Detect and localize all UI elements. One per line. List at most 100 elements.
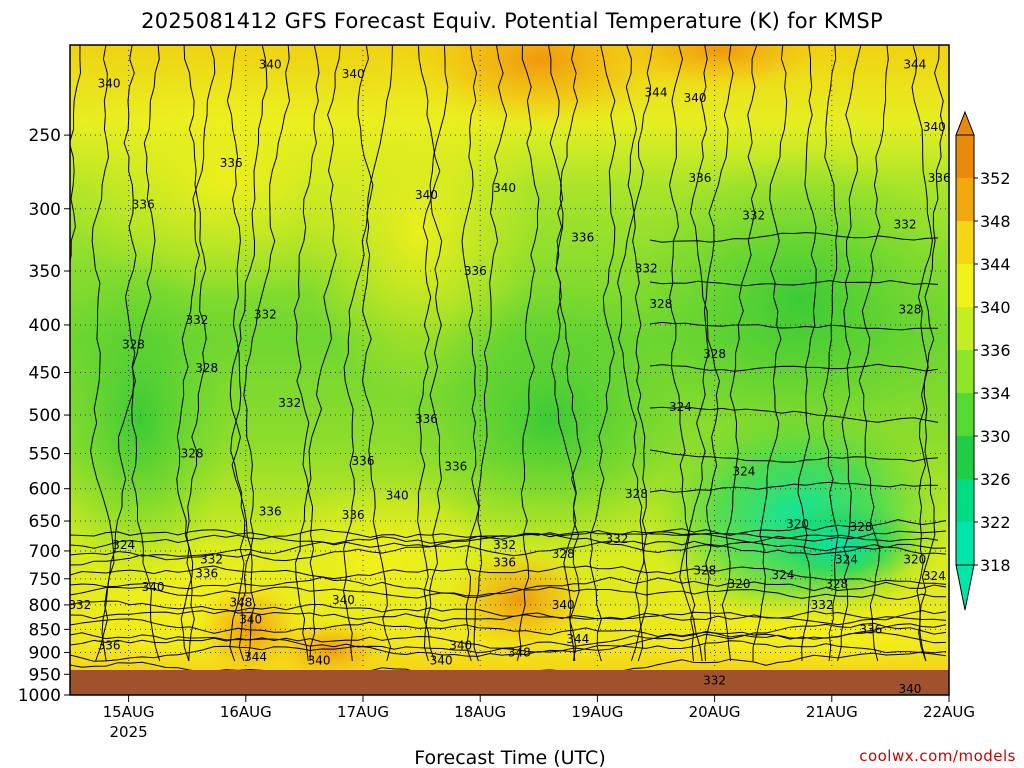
contour-line: [70, 618, 947, 640]
contour-label: 344: [903, 58, 926, 72]
contour-label: 324: [669, 400, 692, 414]
y-tick-label: 550: [29, 445, 61, 465]
contour-label: 336: [444, 460, 467, 474]
contour-label: 328: [649, 297, 672, 311]
contour-label: 324: [923, 569, 946, 583]
contour-label: 340: [259, 58, 282, 72]
y-tick-label: 650: [29, 512, 61, 532]
contour-label: 328: [825, 577, 848, 591]
contour-label: 324: [732, 465, 755, 479]
colorbar-segment: [956, 350, 974, 393]
contour-label: 328: [552, 547, 575, 561]
contour-line: [243, 45, 291, 662]
contour-label: 328: [625, 487, 648, 501]
contour-label: 328: [850, 520, 873, 534]
contour-label: 340: [308, 653, 331, 667]
contour-line: [342, 45, 393, 662]
contour-line: [668, 45, 696, 662]
contour-label: 340: [430, 653, 453, 667]
y-tick-label: 850: [29, 620, 61, 640]
contour-label: 328: [122, 338, 145, 352]
colorbar-segment: [956, 436, 974, 479]
contour-line: [679, 45, 734, 662]
contour-line: [858, 45, 889, 662]
contour-line: [797, 45, 817, 662]
colorbar-label: 330: [980, 427, 1011, 446]
contour-line: [837, 45, 862, 662]
x-tick-sublabel: 2025: [110, 723, 148, 741]
contour-line: [417, 45, 449, 662]
contour-label: 336: [98, 639, 121, 653]
contour-line: [649, 232, 939, 243]
y-tick-label: 750: [29, 570, 61, 590]
contour-line: [548, 45, 580, 662]
ground-below-surface: [70, 670, 949, 695]
field-warm-top-right: [600, 45, 840, 90]
contour-line: [70, 630, 947, 662]
y-tick-label: 600: [29, 480, 61, 500]
contour-label: 340: [386, 488, 409, 502]
contour-label: 336: [688, 171, 711, 185]
colorbar-top-arrow: [955, 110, 975, 136]
contour-label: 348: [229, 595, 252, 609]
colorbar-segment: [956, 221, 974, 264]
contour-line: [516, 45, 540, 662]
credit-text: coolwx.com/models: [859, 747, 1016, 765]
contour-label: 332: [68, 598, 91, 612]
contour-line: [617, 45, 654, 662]
x-tick-label: 22AUG: [923, 703, 975, 721]
contour-label: 332: [894, 218, 917, 232]
contour-line: [649, 481, 939, 493]
contour-label: 328: [181, 447, 204, 461]
contour-label: 332: [186, 313, 209, 327]
contour-line: [650, 532, 939, 542]
contour-line: [70, 604, 947, 626]
contour-line: [293, 45, 320, 662]
contour-label: 336: [415, 412, 438, 426]
contour-line: [555, 45, 582, 662]
field-green-mid: [400, 280, 700, 560]
contour-label: 344: [645, 86, 668, 100]
contour-label: 332: [278, 396, 301, 410]
contour-line: [176, 45, 216, 662]
contour-line: [70, 529, 947, 557]
grid-lines: [70, 45, 949, 695]
contour-line: [689, 45, 721, 662]
y-tick-label: 400: [29, 316, 61, 336]
contour-label: 336: [928, 171, 951, 185]
x-tick-label: 18AUG: [454, 703, 506, 721]
contour-label: 340: [332, 593, 355, 607]
contour-label: 332: [811, 598, 834, 612]
contour-label: 336: [352, 454, 375, 468]
colorbar-bottom-arrow: [955, 564, 975, 611]
x-tick-label: 21AUG: [806, 703, 858, 721]
colorbar-label: 336: [980, 341, 1011, 360]
field-cool-core: [760, 500, 920, 590]
contour-label: 324: [112, 538, 135, 552]
y-tick-label: 450: [29, 364, 61, 384]
contour-line: [70, 622, 947, 649]
contour-label: 332: [200, 553, 223, 567]
contour-line: [649, 363, 939, 372]
contour-label: 336: [220, 156, 243, 170]
colorbar-segment: [956, 393, 974, 436]
contour-label: 332: [703, 674, 726, 688]
contour-line: [649, 321, 939, 331]
contour-line: [95, 45, 137, 662]
contour-label: 340: [449, 639, 472, 653]
contour-line: [70, 632, 947, 657]
contour-label: 332: [605, 532, 628, 546]
y-tick-label: 250: [29, 126, 61, 146]
y-axis: 250 300 350 400 450 500 550 600 650 700 750 800 850 9…: [18, 126, 70, 706]
y-tick-label: 950: [29, 665, 61, 685]
contour-line: [721, 45, 758, 662]
colorbar-label: 326: [980, 470, 1011, 489]
x-tick-label: 15AUG: [103, 703, 155, 721]
contour-label: 328: [703, 347, 726, 361]
contour-label: 340: [415, 188, 438, 202]
plot-frame: [69, 44, 950, 696]
contour-line: [919, 45, 945, 662]
contour-label: 328: [693, 564, 716, 578]
colorbar-segment: [956, 264, 974, 307]
field-green-left: [70, 250, 230, 590]
